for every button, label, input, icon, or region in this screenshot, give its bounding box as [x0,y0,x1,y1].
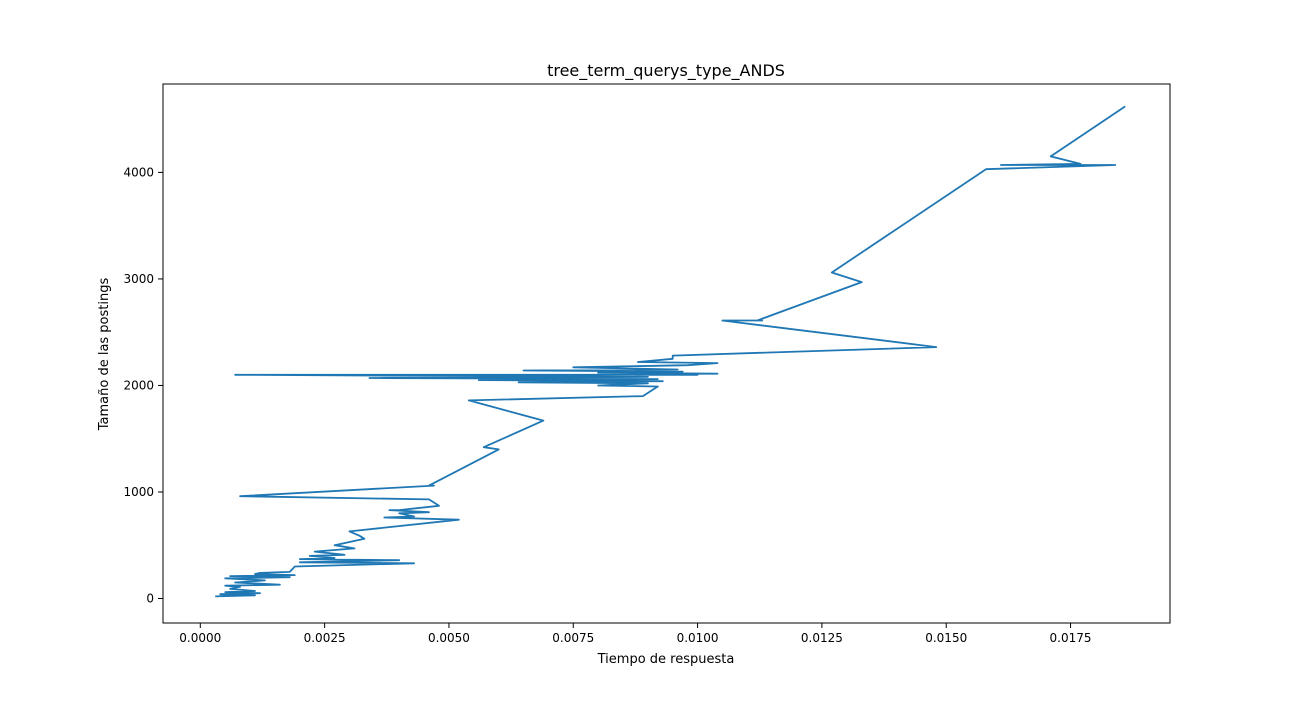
x-tick-label: 0.0100 [677,631,719,645]
series-line-1 [215,105,1126,598]
y-tick-label: 2000 [123,378,154,392]
y-tick-label: 0 [146,592,154,606]
x-tick-label: 0.0175 [1050,631,1092,645]
y-axis-label: Tamaño de las postings [97,278,112,432]
x-tick-label: 0.0125 [801,631,843,645]
y-tick-label: 4000 [123,165,154,179]
x-axis-label: Tiempo de respuesta [597,652,735,667]
x-tick-label: 0.0075 [552,631,594,645]
plot-area: 0.0000 0.0025 0.0050 0.0075 0.0100 0.0125 0.01… [123,83,1171,645]
x-tick-label: 0.0025 [304,631,346,645]
x-tick-label: 0.0000 [179,631,221,645]
chart-title: tree_term_querys_type_ANDS [547,61,785,81]
y-tick-label: 1000 [123,485,154,499]
y-tick-label: 3000 [123,272,154,286]
axes-frame [162,83,1171,624]
x-tick-label: 0.0150 [925,631,967,645]
x-tick-label: 0.0050 [428,631,470,645]
